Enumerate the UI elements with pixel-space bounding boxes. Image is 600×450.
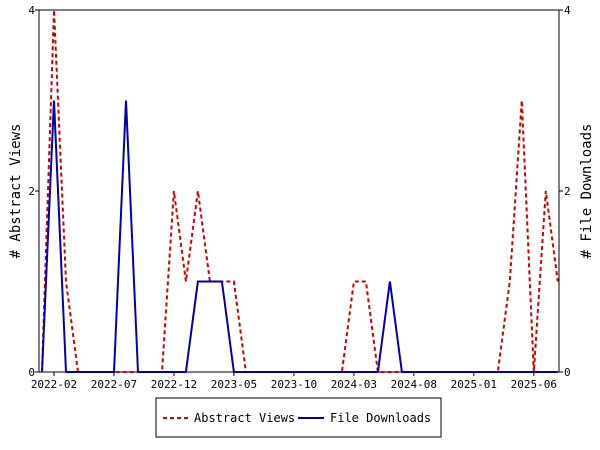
legend-box <box>155 397 442 438</box>
x-axis: 2022-02 2022-07 2022-12 2023-05 2023-10 2024-… <box>31 372 557 391</box>
x-tick-label: 2023-10 <box>271 378 317 391</box>
series-line-file-downloads <box>41 100 558 373</box>
y-axis-right: 0 2 4 <box>559 4 571 379</box>
y-tick-label-right: 4 <box>564 4 571 17</box>
y-tick-label-right: 2 <box>564 185 571 198</box>
x-tick-label: 2022-07 <box>91 378 137 391</box>
y-axis-left: 0 2 4 <box>28 4 39 379</box>
y-tick-label-left: 2 <box>28 185 35 198</box>
y-axis-right-title: # File Downloads <box>579 124 595 259</box>
x-tick-label: 2024-08 <box>391 378 437 391</box>
y-tick-label-left: 4 <box>28 4 35 17</box>
x-tick-label: 2025-06 <box>511 378 557 391</box>
y-tick-label-right: 0 <box>564 366 571 379</box>
x-tick-label: 2023-05 <box>211 378 257 391</box>
x-tick-label: 2024-03 <box>331 378 377 391</box>
x-tick-label: 2022-12 <box>151 378 197 391</box>
x-tick-label: 2022-02 <box>31 378 77 391</box>
legend: Abstract Views File Downloads <box>155 397 442 438</box>
legend-label-file-downloads: File Downloads <box>330 411 431 425</box>
series-layer <box>41 9 559 373</box>
y-axis-left-title: # Abstract Views <box>8 124 24 259</box>
legend-label-abstract-views: Abstract Views <box>194 411 295 425</box>
x-tick-label: 2025-01 <box>451 378 497 391</box>
y-tick-label-left: 0 <box>28 366 35 379</box>
plot-area <box>38 9 560 373</box>
